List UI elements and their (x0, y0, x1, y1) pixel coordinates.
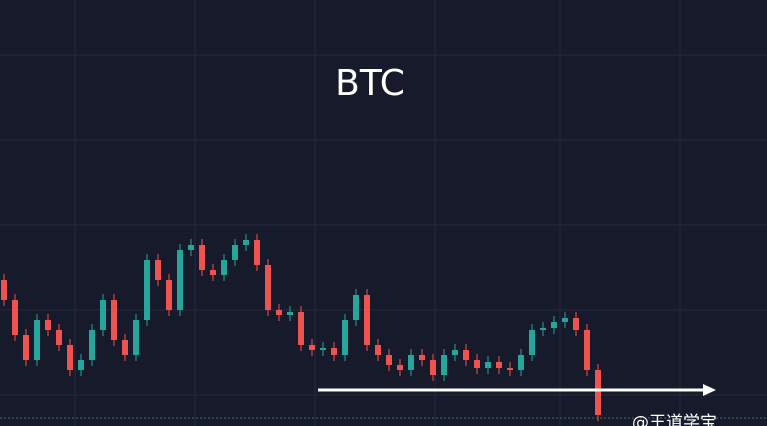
candle-body (144, 260, 150, 320)
candle-body (540, 328, 546, 330)
chart-title: BTC (335, 63, 405, 104)
candle-body (100, 300, 106, 330)
candle-body (166, 280, 172, 310)
candle-body (309, 345, 315, 350)
candle-body (441, 355, 447, 375)
candle-body (56, 330, 62, 345)
candle-body (45, 320, 51, 330)
candle-body (265, 265, 271, 310)
candle-body (496, 362, 502, 368)
candle-body (232, 245, 238, 260)
candle-body (595, 370, 601, 415)
candle-body (1, 280, 7, 300)
candle-body (177, 250, 183, 310)
candle-body (78, 360, 84, 370)
candle-body (342, 320, 348, 355)
candle-body (89, 330, 95, 360)
candle-body (67, 345, 73, 370)
candle-body (221, 260, 227, 275)
candle-body (397, 365, 403, 370)
candle-body (243, 240, 249, 245)
candle-body (518, 355, 524, 370)
candle-body (287, 312, 293, 315)
candle-body (419, 355, 425, 360)
candle-body (254, 240, 260, 265)
candle-body (584, 330, 590, 370)
candle-body (463, 350, 469, 360)
candle-body (364, 295, 370, 345)
candle-body (485, 362, 491, 368)
candle-body (386, 355, 392, 365)
candle-body (133, 320, 139, 355)
candle-body (408, 355, 414, 370)
candles (1, 234, 601, 421)
candle-body (122, 340, 128, 355)
arrow-head (703, 384, 716, 396)
candle-body (331, 348, 337, 355)
candle-body (23, 335, 29, 360)
candle-body (551, 322, 557, 328)
candle-body (375, 345, 381, 355)
candle-body (529, 330, 535, 355)
candle-body (210, 270, 216, 275)
candle-body (562, 318, 568, 322)
candle-body (111, 300, 117, 340)
candle-body (12, 300, 18, 335)
candle-body (353, 295, 359, 320)
candle-body (430, 360, 436, 375)
candle-body (298, 312, 304, 345)
candle-body (199, 245, 205, 270)
candle-body (474, 360, 480, 368)
candle-body (452, 350, 458, 355)
candle-body (320, 348, 326, 350)
candle-body (188, 245, 194, 250)
candle-body (507, 368, 513, 370)
watermark: @王道学宝 (632, 413, 717, 426)
candle-body (34, 320, 40, 360)
candle-body (276, 310, 282, 315)
candle-body (573, 318, 579, 330)
candle-body (155, 260, 161, 280)
